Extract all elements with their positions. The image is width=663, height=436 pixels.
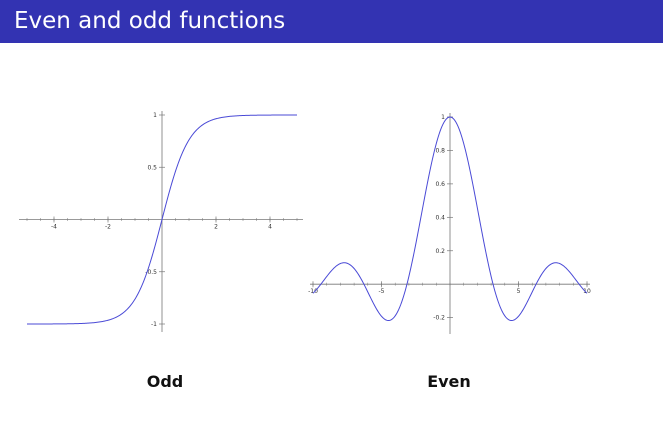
odd-y-tick-label: 0.5 xyxy=(147,164,157,171)
even-function-plot: -10 -5 5 10 1 0.8 0.6 0.4 0.2 -0.2 xyxy=(300,90,600,350)
odd-chart-svg: -4 -2 2 4 1 0.5 -0.5 -1 xyxy=(19,111,303,332)
odd-x-tick-label: -2 xyxy=(105,224,111,231)
odd-x-tick-label: 2 xyxy=(214,224,218,231)
even-chart-svg: -10 -5 5 10 1 0.8 0.6 0.4 0.2 -0.2 xyxy=(308,113,591,334)
even-x-tick-label: 5 xyxy=(517,288,521,295)
odd-function-plot: -4 -2 2 4 1 0.5 -0.5 -1 xyxy=(0,90,330,350)
even-y-tick-label: 1 xyxy=(441,114,445,121)
odd-x-tick-label: -4 xyxy=(51,224,57,231)
even-y-tick-label: 0.4 xyxy=(435,214,445,221)
odd-x-tick-label: 4 xyxy=(268,224,272,231)
even-y-tick-label: -0.2 xyxy=(433,315,445,322)
odd-y-tick-label: -0.5 xyxy=(145,269,157,276)
odd-caption: Odd xyxy=(146,372,184,391)
slide-title: Even and odd functions xyxy=(0,0,663,43)
even-y-tick-label: 0.8 xyxy=(435,147,445,154)
even-x-tick-label: 10 xyxy=(583,288,591,295)
odd-y-tick-label: -1 xyxy=(151,321,157,328)
even-y-tick-label: 0.2 xyxy=(435,248,445,255)
odd-y-tick-label: 1 xyxy=(153,112,157,119)
even-y-tick-label: 0.6 xyxy=(435,181,445,188)
even-caption: Even xyxy=(427,372,471,391)
even-x-tick-label: -10 xyxy=(308,288,318,295)
even-x-tick-label: -5 xyxy=(379,288,385,295)
